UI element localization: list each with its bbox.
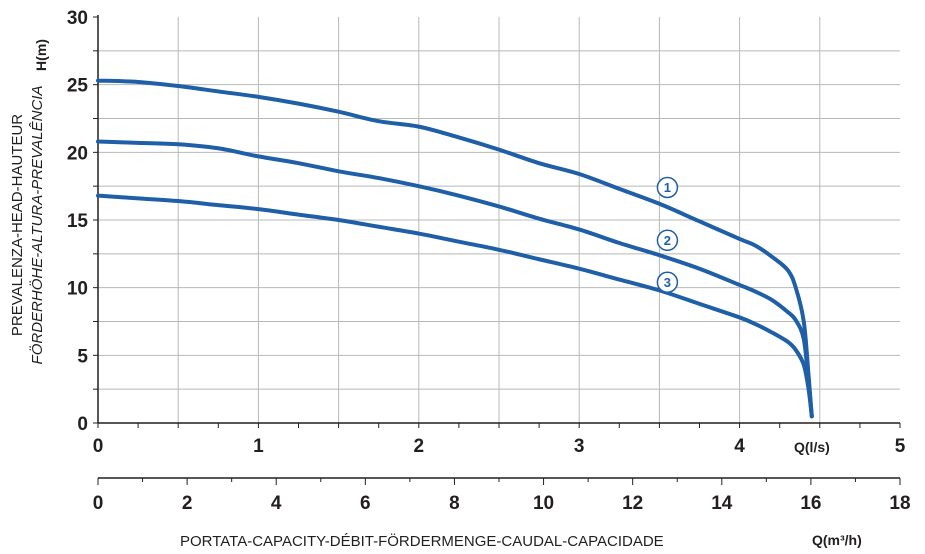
y-axis-title-line1: PREVALENZA-HEAD-HAUTEUR: [9, 114, 26, 336]
x2-tick-label: 2: [182, 493, 193, 514]
y-axis-title-line2: FÖRDERHÖHE-ALTURA-PREVALÊNCIA: [28, 86, 46, 365]
x-axis-title: PORTATA-CAPACITY-DÉBIT-FÖRDERMENGE-CAUDA…: [180, 532, 664, 550]
x-tick-label: 1: [253, 436, 264, 457]
x-tick-label: 3: [574, 436, 585, 457]
x-tick-label: 0: [93, 436, 104, 457]
x-tick-label: 4: [734, 436, 745, 457]
y-tick-label: 15: [67, 211, 89, 232]
x2-tick-label: 0: [93, 493, 104, 514]
y-tick-label: 20: [67, 143, 88, 164]
x2-tick-label: 10: [533, 493, 554, 514]
chart-grid: [98, 17, 900, 423]
curve-3: [96, 193, 814, 419]
x2-tick-label: 6: [360, 493, 371, 514]
x2-tick-label: 12: [622, 493, 643, 514]
curve-1: [96, 78, 814, 419]
y-tick-label: 10: [67, 279, 88, 300]
x2-tick-label: 4: [271, 493, 282, 514]
curve-label-1: 1: [664, 180, 671, 195]
curve-label-3: 3: [664, 275, 671, 290]
y-tick-label: 30: [67, 8, 88, 29]
y-tick-label: 0: [77, 414, 88, 435]
chart-axes: [93, 15, 901, 485]
x-tick-label: 5: [895, 436, 906, 457]
x2-tick-label: 8: [449, 493, 460, 514]
x2-tick-label: 16: [800, 493, 821, 514]
y-axis-unit: H(m): [33, 39, 49, 71]
y-tick-label: 5: [77, 346, 88, 367]
y-tick-label: 25: [67, 76, 89, 97]
curve-marker-1: [656, 176, 679, 199]
x2-tick-label: 18: [889, 493, 910, 514]
curve-marker-2: [656, 229, 679, 252]
x2-axis-unit: Q(m³/h): [812, 532, 862, 548]
x2-tick-label: 14: [711, 493, 733, 514]
curve-marker-3: [656, 271, 679, 294]
x-axis-unit: Q(l/s): [794, 439, 830, 455]
x-tick-label: 2: [414, 436, 425, 457]
curve-2: [96, 139, 814, 419]
curve-label-2: 2: [664, 233, 671, 248]
curves-group: 1 2 3: [96, 78, 814, 419]
